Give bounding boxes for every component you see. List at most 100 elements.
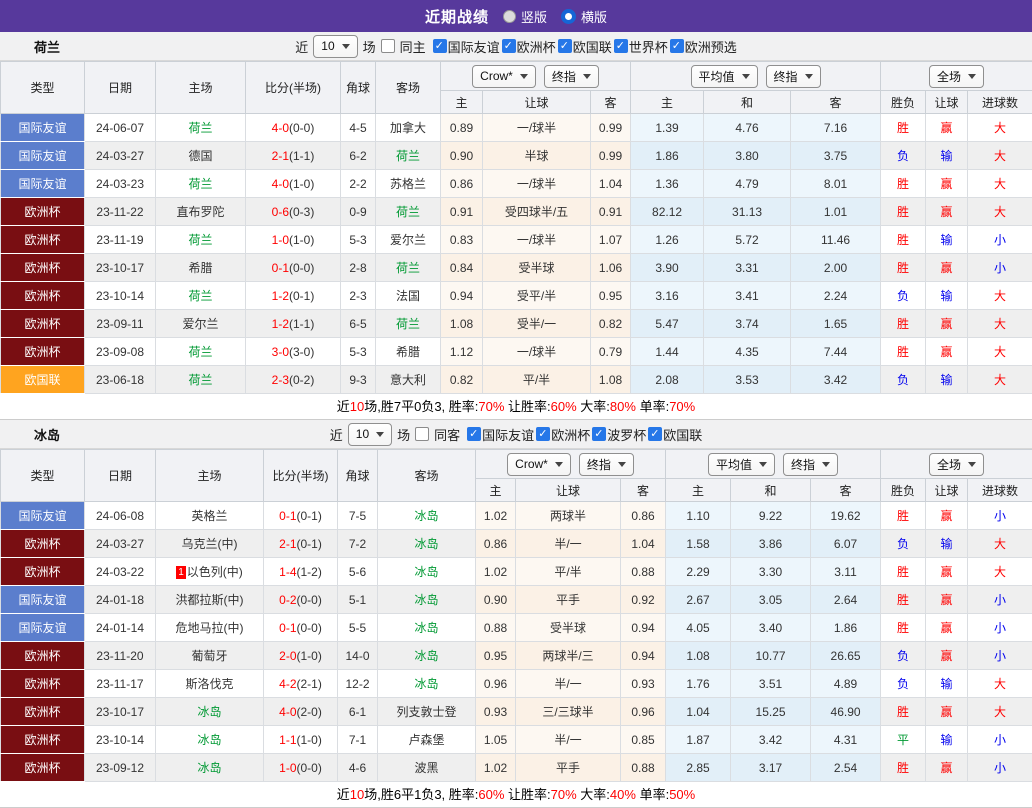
score-cell: 2-3(0-2) — [246, 366, 341, 394]
league-label: 欧洲杯 — [551, 425, 590, 444]
full-match-select[interactable]: 全场 — [929, 65, 984, 88]
odds-away: 1.06 — [591, 254, 631, 282]
league-checkbox[interactable] — [592, 427, 606, 441]
avg-home: 2.08 — [631, 366, 704, 394]
odds-away: 0.99 — [591, 142, 631, 170]
type-badge: 欧洲杯 — [1, 670, 85, 698]
corner-score: 2-3 — [341, 282, 376, 310]
avg-away: 2.24 — [791, 282, 881, 310]
odds-away: 0.88 — [621, 558, 666, 586]
match-date: 23-10-14 — [85, 726, 156, 754]
full-match-value: 全场 — [937, 68, 961, 85]
match-row: 欧洲杯 23-11-19 荷兰 1-0(1-0) 5-3 爱尔兰 0.83 一/… — [1, 226, 1032, 254]
type-badge: 国际友谊 — [1, 502, 85, 530]
vertical-layout-radio[interactable] — [503, 10, 516, 23]
league-checkbox[interactable] — [614, 39, 628, 53]
home-team: 乌克兰(中) — [156, 530, 264, 558]
final-odds-value-2: 终指 — [774, 68, 798, 85]
match-date: 23-06-18 — [85, 366, 156, 394]
goals-result-cell: 小 — [968, 502, 1032, 530]
league-checkbox[interactable] — [433, 39, 447, 53]
half-time-score: (1-0) — [289, 177, 314, 191]
match-date: 23-11-19 — [85, 226, 156, 254]
avg-away: 1.86 — [811, 614, 881, 642]
odds-away: 0.82 — [591, 310, 631, 338]
full-time-score: 2-1 — [279, 537, 296, 551]
league-checkbox[interactable] — [467, 427, 481, 441]
full-time-score: 0-1 — [272, 261, 289, 275]
league-checkbox[interactable] — [670, 39, 684, 53]
league-filter: 欧国联 — [558, 37, 612, 56]
result-cell: 胜 — [881, 502, 926, 530]
home-team: 冰岛 — [156, 698, 264, 726]
odds-handicap: 受平/半 — [483, 282, 591, 310]
handicap-result-cell: 赢 — [926, 198, 968, 226]
corner-score: 7-2 — [338, 530, 378, 558]
summary-segment: 近 — [337, 399, 350, 414]
summary-segment: 让胜率: — [504, 399, 550, 414]
horizontal-layout-radio[interactable] — [561, 9, 576, 24]
avg-draw: 3.05 — [731, 586, 811, 614]
away-team: 冰岛 — [378, 670, 476, 698]
match-row: 欧洲杯 23-11-22 直布罗陀 0-6(0-3) 0-9 荷兰 0.91 受… — [1, 198, 1032, 226]
score-cell: 1-0(0-0) — [264, 754, 338, 782]
full-match-select[interactable]: 全场 — [929, 453, 984, 476]
team-name: 荷兰 — [34, 37, 60, 56]
half-time-score: (0-1) — [289, 289, 314, 303]
away-team: 苏格兰 — [376, 170, 441, 198]
handicap-result-cell: 输 — [926, 142, 968, 170]
col-corner: 角球 — [338, 450, 378, 502]
league-checkbox[interactable] — [648, 427, 662, 441]
goals-result-cell: 大 — [968, 170, 1032, 198]
avg-draw: 3.17 — [731, 754, 811, 782]
result-cell: 负 — [881, 282, 926, 310]
odds-handicap: 一/球半 — [483, 170, 591, 198]
sub-away-odds: 客 — [591, 91, 631, 114]
same-home-checkbox[interactable] — [381, 39, 395, 53]
col-date: 日期 — [85, 450, 156, 502]
unit-label: 场 — [397, 425, 410, 444]
odds-home: 0.83 — [441, 226, 483, 254]
final-odds-select[interactable]: 终指 — [579, 453, 634, 476]
odds-away: 0.96 — [621, 698, 666, 726]
avg-draw: 15.25 — [731, 698, 811, 726]
sub-avg-away: 客 — [791, 91, 881, 114]
away-team: 加拿大 — [376, 114, 441, 142]
league-checkbox[interactable] — [558, 39, 572, 53]
avg-away: 7.16 — [791, 114, 881, 142]
home-team: 荷兰 — [156, 338, 246, 366]
league-checkbox[interactable] — [536, 427, 550, 441]
crow-odds-select[interactable]: Crow* — [472, 65, 536, 88]
match-date: 23-10-17 — [85, 698, 156, 726]
same-away-label: 同客 — [434, 425, 460, 444]
col-away: 客场 — [378, 450, 476, 502]
match-date: 23-11-17 — [85, 670, 156, 698]
result-cell: 胜 — [881, 614, 926, 642]
final-odds-select-2[interactable]: 终指 — [766, 65, 821, 88]
same-away-checkbox[interactable] — [415, 427, 429, 441]
odds-away: 0.94 — [621, 614, 666, 642]
handicap-result-cell: 输 — [926, 282, 968, 310]
crow-odds-select[interactable]: Crow* — [507, 453, 571, 476]
match-row: 国际友谊 24-03-23 荷兰 4-0(1-0) 2-2 苏格兰 0.86 一… — [1, 170, 1032, 198]
league-filter: 国际友谊 — [467, 425, 534, 444]
home-team: 危地马拉(中) — [156, 614, 264, 642]
corner-score: 5-3 — [341, 338, 376, 366]
corner-score: 0-9 — [341, 198, 376, 226]
league-filter: 国际友谊 — [433, 37, 500, 56]
average-odds-select[interactable]: 平均值 — [708, 453, 775, 476]
handicap-result-cell: 输 — [926, 226, 968, 254]
final-odds-select[interactable]: 终指 — [544, 65, 599, 88]
odds-home: 1.02 — [476, 754, 516, 782]
average-odds-select[interactable]: 平均值 — [691, 65, 758, 88]
avg-away: 4.89 — [811, 670, 881, 698]
match-count-select[interactable]: 10 — [313, 35, 357, 58]
match-count-select[interactable]: 10 — [348, 423, 392, 446]
league-label: 世界杯 — [629, 37, 668, 56]
league-checkbox[interactable] — [502, 39, 516, 53]
odds-home: 0.91 — [441, 198, 483, 226]
corner-score: 6-1 — [338, 698, 378, 726]
final-odds-select-2[interactable]: 终指 — [783, 453, 838, 476]
result-cell: 负 — [881, 642, 926, 670]
handicap-result-cell: 赢 — [926, 754, 968, 782]
